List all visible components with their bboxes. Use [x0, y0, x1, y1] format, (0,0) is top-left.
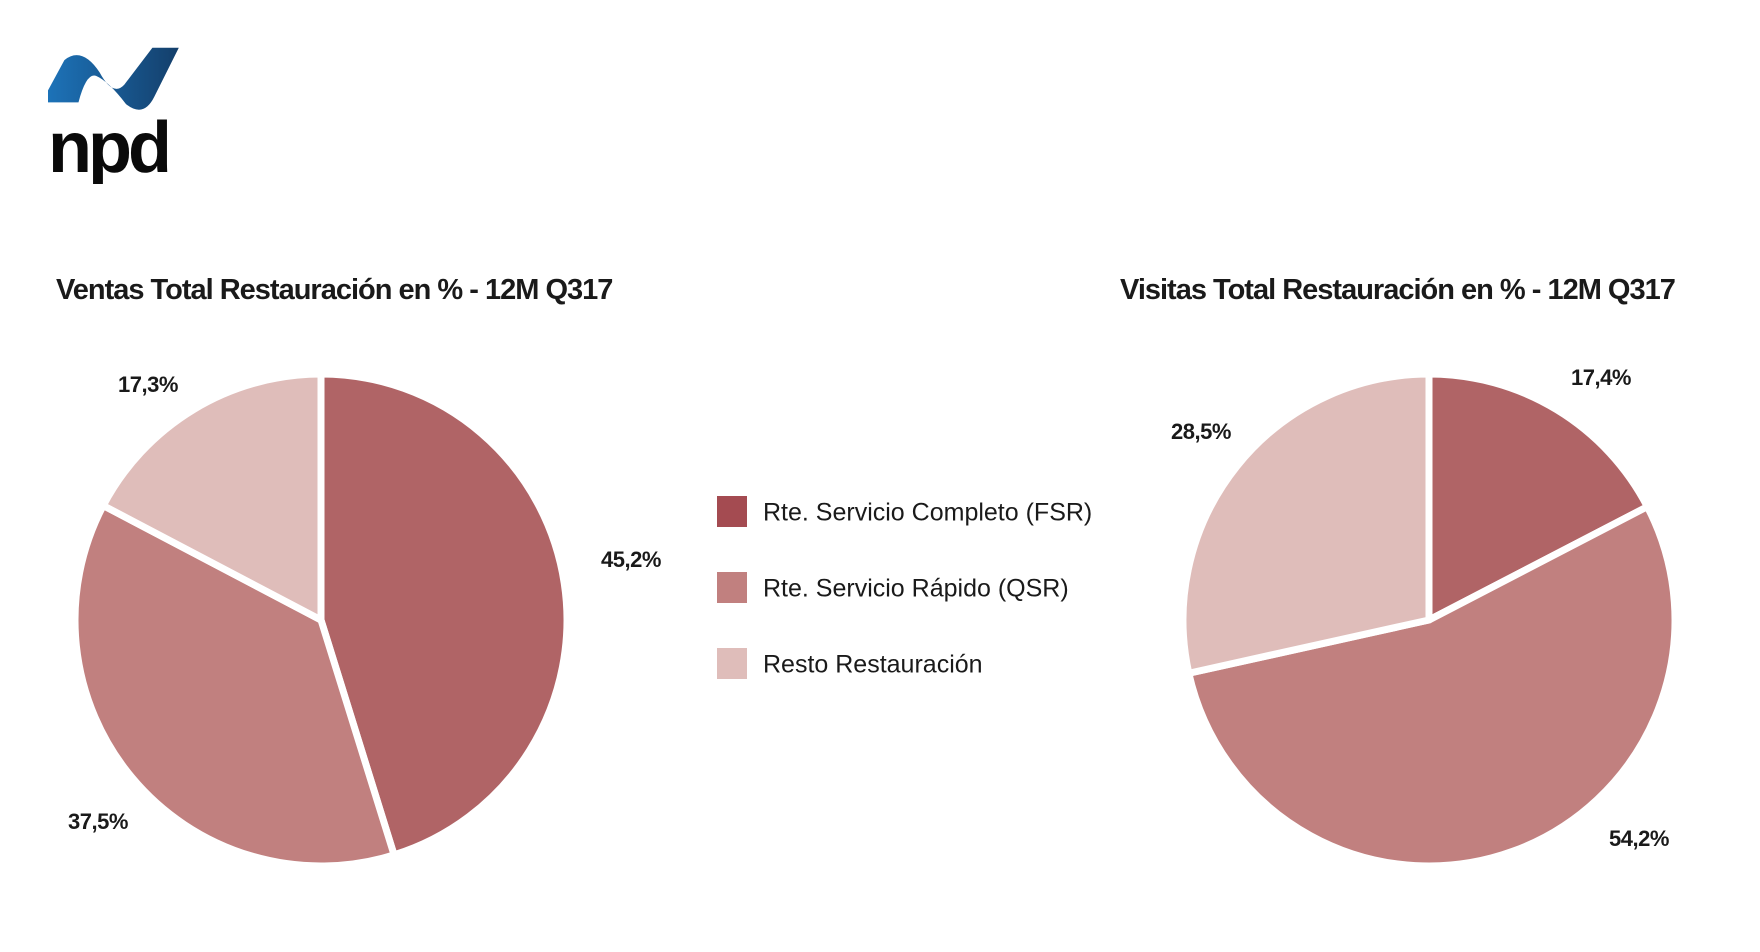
legend-swatch-qsr — [717, 572, 747, 603]
ventas-slice-fsr — [317, 370, 571, 859]
ventas-label-fsr: 45,2% — [601, 547, 661, 572]
chart-title-visitas: Visitas Total Restauración en % - 12M Q3… — [1120, 274, 1676, 306]
npd-logo: npd — [41, 44, 188, 188]
visitas-label-resto: 28,5% — [1171, 419, 1231, 444]
legend-label-fsr: Rte. Servicio Completo (FSR) — [763, 498, 1093, 527]
legend-label-qsr: Rte. Servicio Rápido (QSR) — [763, 574, 1069, 603]
visitas-slice-qsr — [1185, 503, 1679, 870]
legend-label-resto: Resto Restauración — [763, 650, 983, 679]
ventas-label-resto: 17,3% — [118, 372, 178, 397]
visitas-label-fsr: 17,4% — [1571, 365, 1631, 390]
npd-logo-mark: npd — [41, 47, 179, 188]
ventas-slice-resto — [99, 370, 325, 624]
chart-title-ventas: Ventas Total Restauración en % - 12M Q31… — [56, 274, 613, 306]
legend-swatch-resto — [717, 648, 747, 679]
svg-text:npd: npd — [48, 108, 168, 184]
ventas-slice-qsr — [71, 502, 398, 870]
legend-swatch-fsr — [717, 496, 747, 527]
visitas-label-qsr: 54,2% — [1609, 826, 1669, 851]
ventas-label-qsr: 37,5% — [68, 809, 128, 834]
visitas-slice-resto — [1179, 370, 1433, 677]
visitas-slice-fsr — [1425, 370, 1651, 624]
